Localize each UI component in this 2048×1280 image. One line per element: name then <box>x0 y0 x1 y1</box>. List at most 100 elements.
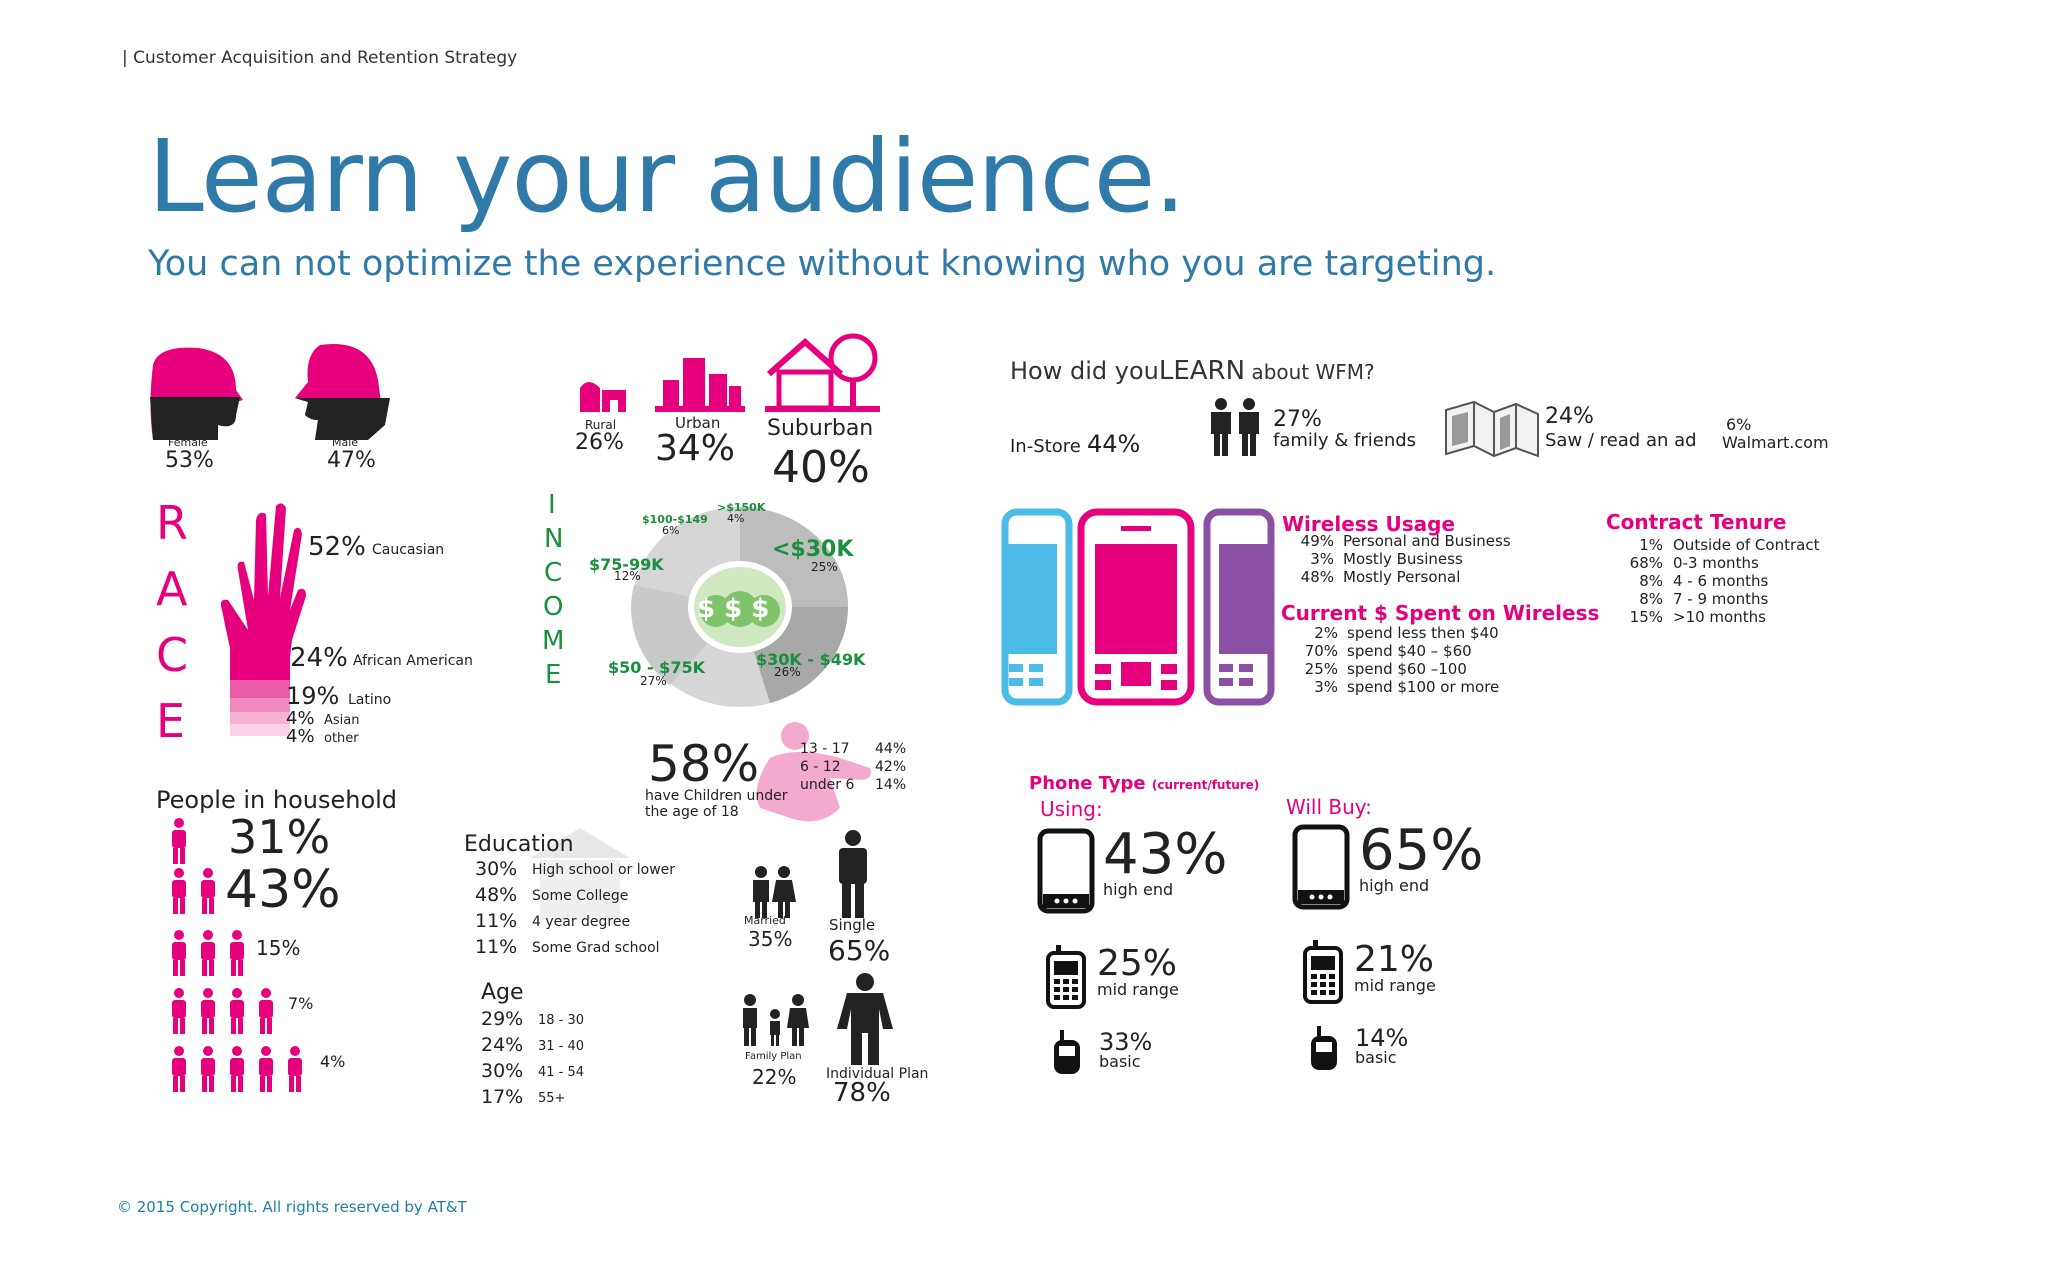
education-pct: 11% <box>475 910 518 932</box>
household-pct: 4% <box>320 1052 346 1071</box>
african-label: African American <box>353 653 473 669</box>
urban-pct: 34% <box>655 428 736 469</box>
married-pct: 35% <box>748 927 793 951</box>
tenure-label: >10 months <box>1673 608 1766 626</box>
family-plan-label: Family Plan <box>745 1051 802 1062</box>
breadcrumb: | Customer Acquisition and Retention Str… <box>122 48 518 68</box>
using-label: Using: <box>1040 797 1103 821</box>
tenure-pct: 68% <box>1629 554 1663 572</box>
race-letter-r: R <box>156 496 188 550</box>
tenure-label: Outside of Contract <box>1673 536 1820 554</box>
married-couple-icon <box>753 866 796 918</box>
single-person-icon <box>839 830 867 918</box>
phone-type-subtitle: (current/future) <box>1151 778 1260 792</box>
person-icon <box>226 930 248 976</box>
income-50-pct: 27% <box>640 674 667 688</box>
spend-pct: 2% <box>1314 624 1338 642</box>
using-mid-pct: 25% <box>1097 943 1178 984</box>
children-range-2: 6 - 12 <box>800 759 841 775</box>
income-30-49-label: $30K - $49K <box>756 650 866 669</box>
person-icon <box>168 868 190 914</box>
person-icon <box>168 818 190 864</box>
smartphone-icon <box>1037 828 1095 914</box>
asian-label: Asian <box>324 713 360 728</box>
willbuy-basic-pct: 14% <box>1355 1024 1409 1052</box>
suburban-icon <box>765 333 880 412</box>
basic-phone-icon <box>1054 1030 1080 1074</box>
friends-icon <box>1211 398 1259 456</box>
children-caption-1: have Children under <box>645 788 788 804</box>
tenure-pct: 8% <box>1639 590 1663 608</box>
education-pct: 11% <box>475 936 518 958</box>
tenure-title: Contract Tenure <box>1606 510 1787 534</box>
asian-pct: 4% <box>286 708 315 729</box>
rural-pct: 26% <box>575 430 624 455</box>
suburban-label: Suburban <box>767 416 874 441</box>
ad-pct: 24% <box>1545 404 1594 429</box>
education-label: High school or lower <box>532 862 676 878</box>
education-title: Education <box>464 832 574 857</box>
smartphone-icon-willbuy <box>1292 824 1350 910</box>
income-30-label: <$30K <box>772 537 854 562</box>
using-basic-label: basic <box>1099 1052 1141 1071</box>
income-letter-n: N <box>544 524 564 554</box>
person-icon <box>197 988 219 1034</box>
person-icon <box>226 988 248 1034</box>
ad-label: Saw / read an ad <box>1545 430 1697 451</box>
household-pct: 43% <box>225 860 341 920</box>
caucasian-pct: 52% <box>308 532 366 562</box>
spend-label: spend $40 – $60 <box>1347 642 1472 660</box>
female-label: Female <box>168 436 208 449</box>
person-icon <box>197 868 219 914</box>
urban-label: Urban <box>675 414 721 432</box>
tenure-label: 7 - 9 months <box>1673 590 1769 608</box>
page-subtitle: You can not optimize the experience with… <box>148 244 1497 284</box>
person-icon <box>226 1046 248 1092</box>
age-label: 55+ <box>538 1091 566 1106</box>
spend-label: spend $100 or more <box>1347 678 1500 696</box>
family-plan-pct: 22% <box>752 1065 797 1089</box>
individual-plan-icon <box>837 973 893 1065</box>
married-label: Married <box>744 914 786 927</box>
person-icon <box>197 930 219 976</box>
tenure-pct: 15% <box>1629 608 1663 626</box>
wireless_usage-label: Mostly Business <box>1343 550 1463 568</box>
phone-type-title-text: Phone Type <box>1029 773 1146 794</box>
person-icon <box>284 1046 306 1092</box>
age-label: 18 - 30 <box>538 1013 585 1028</box>
male-head-icon <box>295 344 390 440</box>
using-high-pct: 43% <box>1103 822 1228 887</box>
income-50-label: $50 - $75K <box>608 658 705 677</box>
age-pct: 24% <box>481 1034 524 1056</box>
age-label: 41 - 54 <box>538 1065 585 1080</box>
spend-pct: 25% <box>1304 660 1338 678</box>
income-donut <box>631 507 848 707</box>
phone-type-title: Phone Type (current/future) <box>1029 773 1259 794</box>
age-pct: 29% <box>481 1008 524 1030</box>
household-title: People in household <box>156 786 398 814</box>
income-30-49-pct: 26% <box>774 665 801 679</box>
family-friends-label: family & friends <box>1273 430 1417 451</box>
willbuy-mid-pct: 21% <box>1354 939 1435 980</box>
page-title: Learn your audience. <box>148 118 1186 235</box>
children-icon <box>756 722 871 822</box>
basic-phone-icon-willbuy <box>1311 1026 1337 1070</box>
tenure-label: 4 - 6 months <box>1673 572 1769 590</box>
spend-pct: 3% <box>1314 678 1338 696</box>
single-label: Single <box>829 916 876 934</box>
income-75-pct: 12% <box>614 569 641 583</box>
tenure-pct: 1% <box>1639 536 1663 554</box>
children-range-3: under 6 <box>800 777 855 793</box>
latino-label: Latino <box>348 692 392 708</box>
age-pct: 17% <box>481 1086 524 1108</box>
person-icon <box>197 1046 219 1092</box>
using-high-label: high end <box>1103 880 1174 899</box>
learn-title-c: about WFM? <box>1245 360 1375 384</box>
children-range-1: 13 - 17 <box>800 741 850 757</box>
income-letter-m: M <box>542 626 565 656</box>
rural-icon <box>580 382 626 412</box>
children-range-3-pct: 14% <box>875 777 907 793</box>
person-icon <box>168 988 190 1034</box>
midrange-phone-icon-willbuy <box>1303 940 1343 1004</box>
race-letter-e: E <box>156 694 186 748</box>
